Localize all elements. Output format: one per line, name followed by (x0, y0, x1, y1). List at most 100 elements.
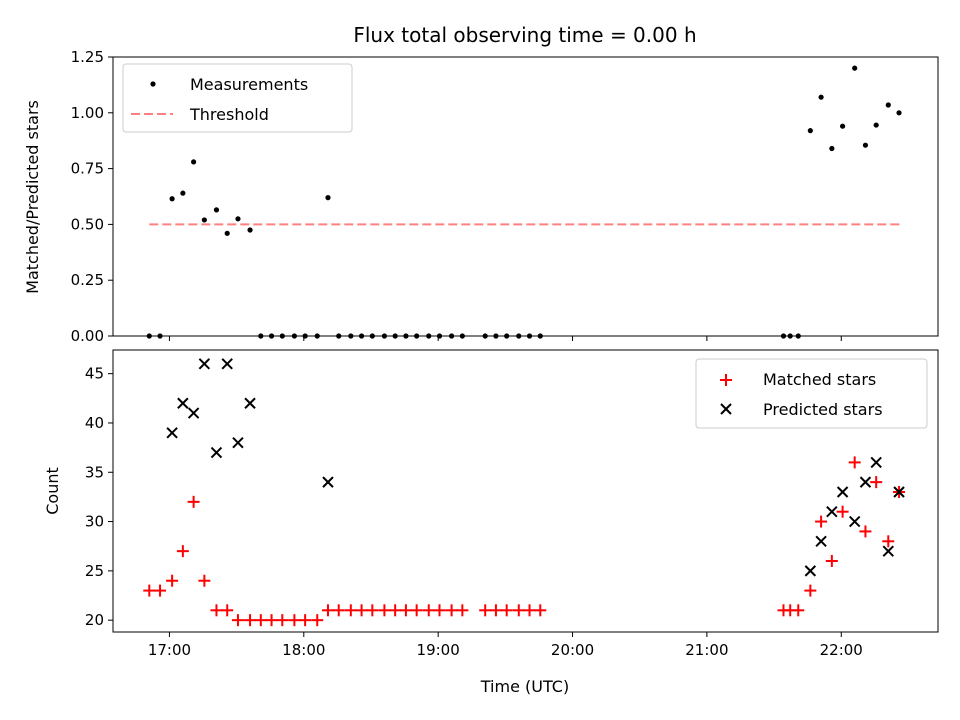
matched-stars-point (244, 614, 257, 627)
bottom-x-tick-label: 22:00 (820, 641, 863, 659)
top-y-ticks: 0.00 0.25 0.50 0.75 1.00 1.25 (71, 48, 113, 345)
bottom-series (143, 358, 906, 627)
predicted-stars-point (177, 397, 189, 409)
predicted-stars-point (836, 486, 849, 498)
matched-stars-point (445, 604, 458, 617)
matched-stars-point (254, 614, 267, 627)
legend-predicted-marker (720, 403, 732, 415)
measurement-point (829, 145, 835, 152)
measurement-point (840, 123, 846, 129)
measurement-point (180, 190, 186, 196)
bottom-y-tick-label: 25 (85, 562, 104, 580)
matched-stars-point (815, 515, 828, 528)
bottom-x-tick-label: 20:00 (551, 641, 594, 659)
top-y-tick-label: 0.25 (71, 271, 104, 289)
predicted-stars-point (187, 407, 200, 419)
matched-stars-point (399, 604, 412, 617)
measurement-point (191, 159, 197, 165)
bottom-plot: 20 25 30 35 40 45 17:00 18:00 19:00 20:00 21:00 22… (43, 349, 939, 696)
measurement-point (807, 128, 813, 134)
top-y-tick-label: 0.75 (71, 160, 104, 178)
top-y-tick-label: 1.25 (71, 48, 104, 66)
top-plot-frame (112, 56, 939, 337)
matched-stars-point (321, 604, 334, 617)
matched-stars-point (489, 604, 502, 617)
matched-stars-point (176, 545, 189, 558)
bottom-y-tick-label: 40 (85, 414, 104, 432)
predicted-stars-point (244, 397, 256, 409)
matched-stars-point (378, 604, 391, 617)
top-legend: Measurements Threshold (122, 63, 353, 133)
predicted-stars-point (893, 486, 905, 498)
matched-stars-point (355, 604, 368, 617)
bottom-x-axis-label: Time (UTC) (480, 677, 569, 696)
legend-predicted-label: Predicted stars (763, 400, 883, 419)
matched-stars-point (143, 584, 156, 597)
matched-stars-point (523, 604, 536, 617)
matched-stars-point (479, 604, 492, 617)
top-y-axis-label: Matched/Predicted stars (23, 100, 42, 294)
matched-stars-point (456, 604, 469, 617)
matched-stars-point (848, 456, 861, 469)
measurement-point (247, 227, 253, 233)
matched-stars-point (512, 604, 525, 617)
measurement-point (818, 94, 824, 100)
matched-stars-point (265, 614, 278, 627)
matched-stars-point (299, 614, 312, 627)
matched-stars-point (198, 574, 211, 587)
matched-stars-point (804, 584, 817, 597)
matched-stars-point (534, 604, 547, 617)
matched-stars-point (433, 604, 446, 617)
legend-matched-marker (720, 374, 732, 386)
measurement-point (896, 110, 902, 116)
predicted-stars-point (210, 446, 223, 459)
measurement-point (213, 207, 220, 213)
matched-stars-point (792, 604, 805, 617)
matched-stars-point (422, 604, 435, 617)
predicted-stars-point (815, 535, 827, 547)
bottom-x-tick-label: 19:00 (417, 641, 460, 659)
matched-stars-point (276, 614, 289, 627)
matched-stars-point (825, 555, 838, 568)
bottom-x-tick-label: 18:00 (282, 641, 325, 659)
bottom-x-tick-label: 17:00 (148, 641, 191, 659)
measurement-point (852, 65, 858, 71)
matched-stars-point (500, 604, 513, 617)
measurement-point (862, 142, 869, 148)
top-x-ticks (168, 336, 842, 341)
legend-matched-label: Matched stars (763, 370, 876, 389)
matched-stars-point (389, 604, 402, 617)
predicted-stars-point (322, 476, 334, 488)
matched-stars-point (410, 604, 423, 617)
matched-stars-point (288, 614, 301, 627)
top-y-tick-label: 0.00 (71, 327, 104, 345)
matched-stars-point (154, 584, 167, 597)
measurement-point (201, 217, 207, 223)
measurement-point (169, 196, 175, 202)
bottom-y-tick-label: 35 (85, 463, 104, 481)
measurement-point (873, 122, 879, 128)
matched-stars-point (187, 495, 200, 508)
matched-stars-point (859, 525, 872, 538)
matched-stars-point (366, 604, 379, 617)
predicted-stars-point (166, 427, 178, 439)
chart-title: Flux total observing time = 0.00 h (353, 23, 696, 47)
measurement-point (885, 102, 891, 108)
legend-measurements-label: Measurements (190, 75, 308, 94)
bottom-legend: Matched stars Predicted stars (695, 358, 928, 429)
bottom-y-tick-label: 20 (85, 611, 104, 629)
predicted-stars-point (848, 515, 861, 528)
top-series (146, 65, 902, 339)
bottom-legend-box (695, 358, 928, 429)
top-y-tick-label: 1.00 (71, 104, 104, 122)
matched-stars-point (311, 614, 324, 627)
legend-threshold-label: Threshold (189, 105, 269, 124)
measurement-point (224, 230, 230, 236)
matched-stars-point (332, 604, 345, 617)
top-legend-box (122, 63, 353, 133)
predicted-stars-point (870, 456, 882, 469)
bottom-x-tick-label: 21:00 (685, 641, 728, 659)
bottom-y-axis-label: Count (43, 467, 62, 515)
predicted-stars-point (221, 358, 233, 370)
predicted-stars-point (859, 476, 872, 488)
